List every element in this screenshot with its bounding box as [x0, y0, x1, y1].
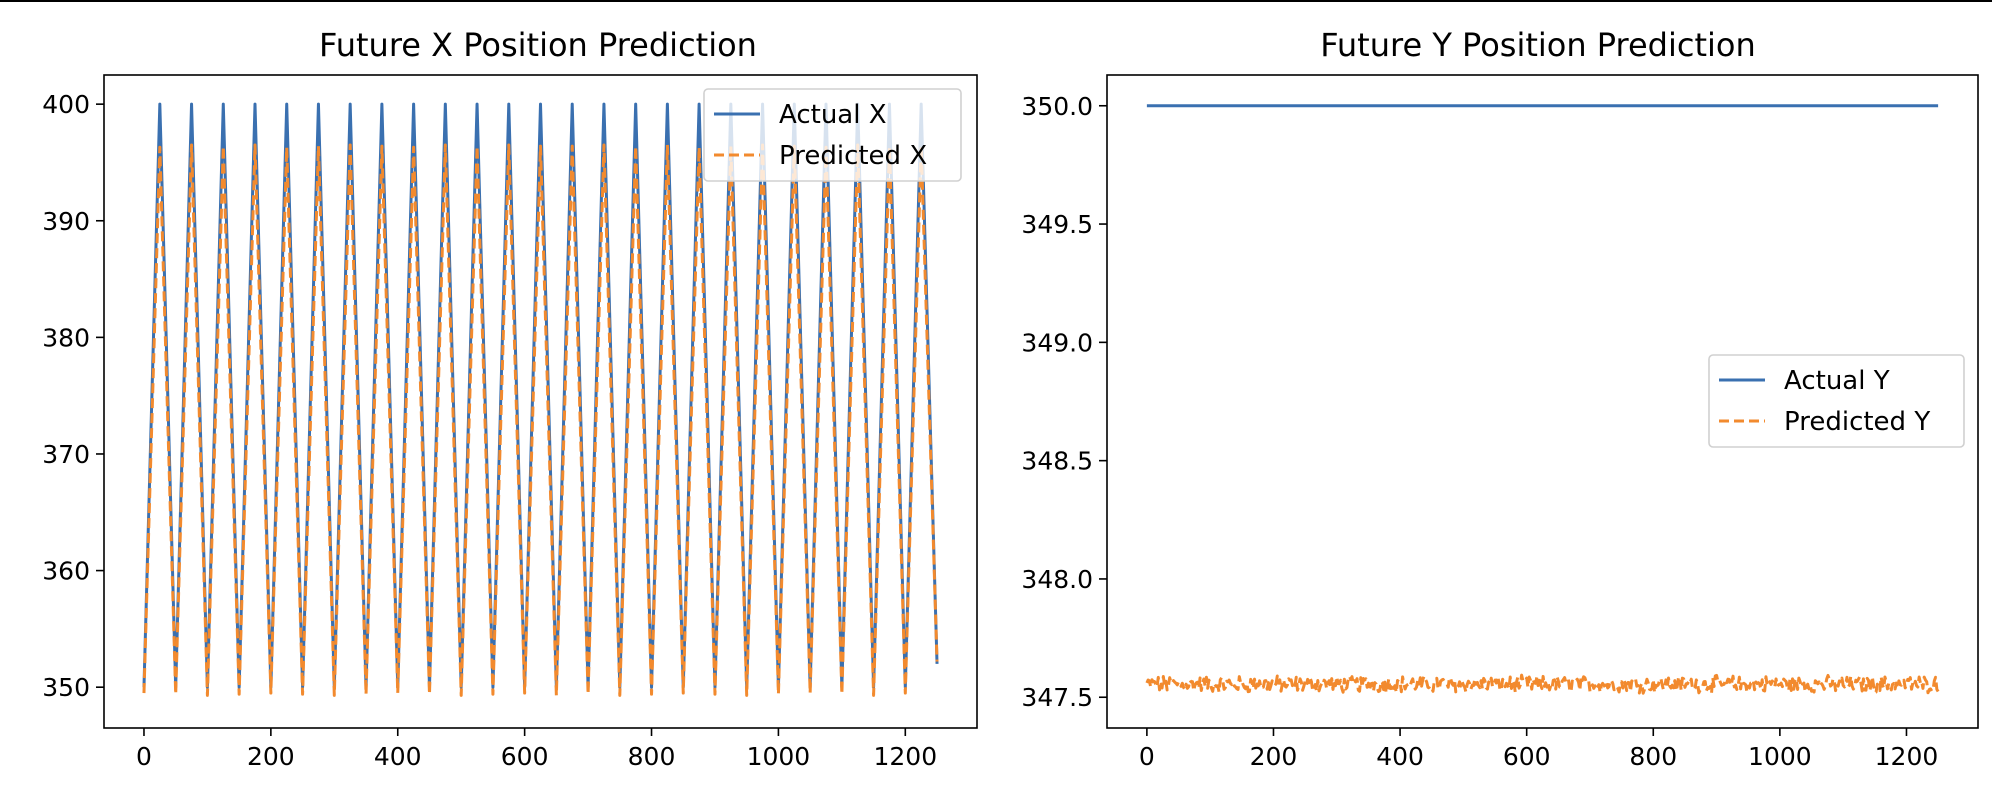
- y-tick-label: 350: [42, 673, 90, 702]
- chart-title: Future Y Position Prediction: [1320, 26, 1756, 64]
- x-tick-label: 600: [501, 742, 549, 771]
- x-tick-label: 1200: [1875, 742, 1939, 771]
- x-tick-label: 1200: [873, 742, 937, 771]
- y-tick-label: 380: [42, 323, 90, 352]
- chart-y-position: Future Y Position Prediction 0 200 400 600 8…: [1021, 26, 1979, 771]
- x-tick-label: 400: [374, 742, 422, 771]
- chart-x-position: Future X Position Prediction 0 200 400 600 8…: [42, 26, 978, 771]
- x-tick-label: 800: [1629, 742, 1677, 771]
- y-tick-label: 348.5: [1021, 447, 1093, 476]
- y-tick-label: 370: [42, 440, 90, 469]
- x-tick-label: 200: [247, 742, 295, 771]
- y-tick-label: 360: [42, 557, 90, 586]
- legend: Actual X Predicted X: [703, 88, 962, 182]
- y-tick-label: 350.0: [1021, 92, 1093, 121]
- y-tick-label: 347.5: [1021, 683, 1093, 712]
- axes-frame: [103, 74, 978, 729]
- axes-frame: [1106, 74, 1979, 729]
- legend: Actual Y Predicted Y: [1708, 354, 1965, 448]
- legend-box: [1708, 354, 1965, 448]
- x-tick-label: 0: [1139, 742, 1155, 771]
- x-axis: 0 200 400 600 800 1000 1200: [1139, 728, 1938, 771]
- plot-area: [1145, 104, 1940, 695]
- x-tick-label: 800: [628, 742, 676, 771]
- y-tick-label: 390: [42, 207, 90, 236]
- y-axis: 347.5 348.0 348.5 349.0 349.5 350.0: [1021, 92, 1107, 712]
- y-axis: 350 360 370 380 390 400: [42, 90, 104, 702]
- y-tick-label: 348.0: [1021, 565, 1093, 594]
- x-tick-label: 1000: [1748, 742, 1812, 771]
- legend-label: Actual Y: [1784, 366, 1890, 396]
- figure-top-border: [0, 0, 1992, 2]
- y-tick-label: 349.0: [1021, 328, 1093, 357]
- x-tick-label: 0: [136, 742, 152, 771]
- legend-label: Actual X: [779, 100, 887, 130]
- y-tick-label: 400: [42, 90, 90, 119]
- plot-area: [142, 102, 939, 697]
- series-line-predicted: [1145, 673, 1940, 695]
- chart-title: Future X Position Prediction: [319, 26, 757, 64]
- x-tick-label: 600: [1503, 742, 1551, 771]
- x-tick-label: 200: [1250, 742, 1298, 771]
- x-axis: 0 200 400 600 800 1000 1200: [136, 728, 937, 771]
- legend-label: Predicted Y: [1784, 407, 1930, 437]
- x-tick-label: 400: [1376, 742, 1424, 771]
- legend-label: Predicted X: [779, 141, 927, 171]
- legend-box: [703, 88, 962, 182]
- series-line-predicted: [142, 143, 939, 697]
- x-tick-label: 1000: [747, 742, 811, 771]
- y-tick-label: 349.5: [1021, 210, 1093, 239]
